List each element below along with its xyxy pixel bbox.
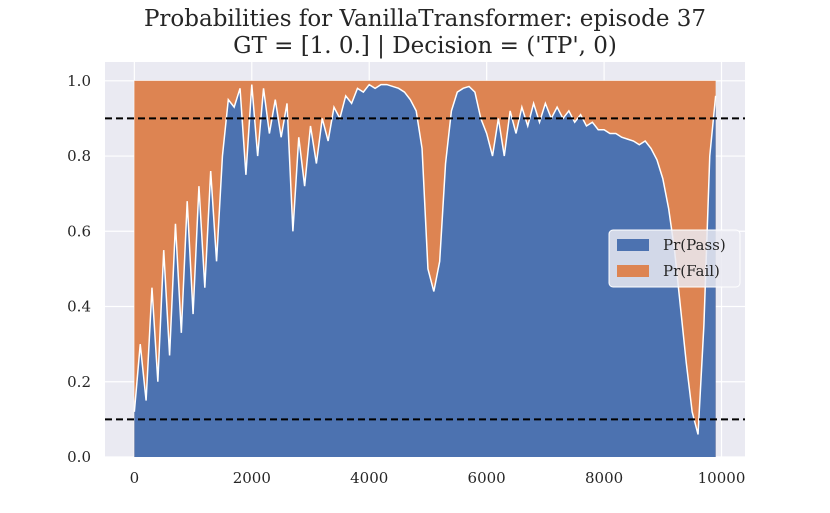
legend: Pr(Pass) Pr(Fail) [608, 229, 741, 288]
x-tick-label-1: 2000 [233, 469, 271, 487]
y-tick-label-4: 0.8 [67, 147, 91, 165]
x-tick-label-3: 6000 [468, 469, 506, 487]
x-tick-label-2: 4000 [350, 469, 388, 487]
chart-title-line1: Probabilities for VanillaTransformer: ep… [144, 6, 706, 32]
legend-swatch-0 [617, 239, 649, 251]
series-pass-area [134, 84, 716, 457]
x-tick-label-0: 0 [130, 469, 140, 487]
y-tick-label-2: 0.4 [67, 298, 91, 316]
x-tick-label-5: 10000 [698, 469, 746, 487]
legend-label-0: Pr(Pass) [663, 236, 726, 254]
series-boundary-line [133, 83, 717, 435]
x-ticks: 0 2000 4000 6000 8000 10000 [130, 469, 746, 487]
y-ticks: 0.0 0.2 0.4 0.6 0.8 1.0 [67, 72, 91, 466]
legend-swatch-1 [617, 265, 649, 277]
chart-title-line2: GT = [1. 0.] | Decision = ('TP', 0) [233, 33, 617, 59]
legend-label-1: Pr(Fail) [663, 262, 720, 280]
thresholds [105, 117, 745, 421]
x-tick-label-4: 8000 [585, 469, 623, 487]
y-tick-label-0: 0.0 [67, 448, 91, 466]
y-tick-label-1: 0.2 [67, 373, 91, 391]
y-tick-label-5: 1.0 [67, 72, 91, 90]
y-tick-label-3: 0.6 [67, 222, 91, 240]
